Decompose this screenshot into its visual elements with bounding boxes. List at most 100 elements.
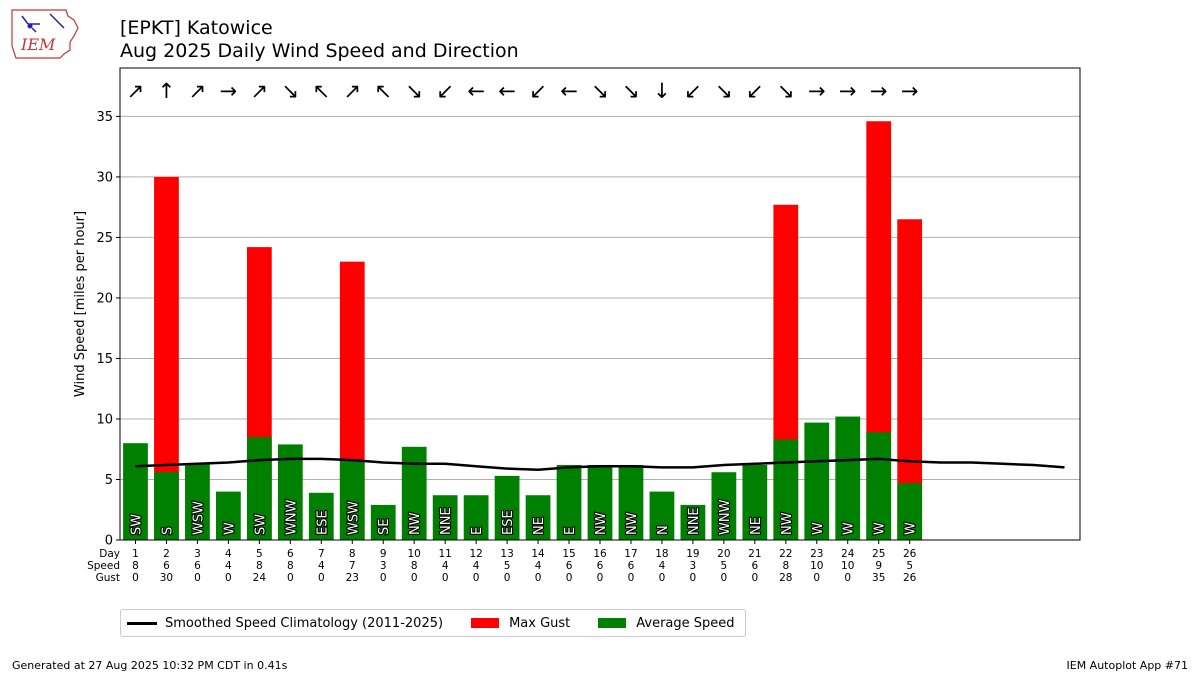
legend-label-average-speed: Average Speed [636,615,735,631]
x-tick-label-day: 20 [717,548,730,560]
direction-label: SE [377,519,392,535]
climatology-line [135,457,1065,472]
direction-label: WSW [191,501,206,535]
x-tick-label-gust: 0 [659,572,666,584]
x-tick-label-speed: 8 [411,560,418,572]
logo-text: IEM [20,35,56,54]
x-tick-label-day: 9 [380,548,387,560]
x-tick-label-speed: 4 [225,560,232,572]
x-tick-label-day: 7 [318,548,325,560]
weather-symbols-icon [21,13,65,33]
x-tick-label-speed: 4 [535,560,542,572]
direction-label: ESE [501,510,516,535]
direction-arrow: ↙ [529,79,547,103]
average-speed-bar [216,491,241,540]
direction-arrow: ↖ [374,79,392,103]
average-speed-bar [525,495,551,540]
direction-label: W [842,522,857,535]
average-speed-bar [370,504,396,540]
direction-arrow: → [808,79,826,103]
x-tick-label-day: 14 [531,548,545,560]
x-tick-label-day: 12 [469,548,482,560]
direction-arrow: ↖ [312,79,330,103]
x-tick-label-day: 18 [655,548,668,560]
x-tick-label-speed: 8 [782,560,789,572]
direction-arrow: ↘ [405,79,423,103]
x-tick-label-gust: 0 [442,572,449,584]
average-speed-bars [123,416,923,540]
x-tick-label-day: 6 [287,548,294,560]
direction-label: W [811,522,826,535]
x-tick-label-gust: 0 [132,572,139,584]
legend-swatch-climatology [127,621,157,625]
x-tick-label-day: 1 [132,548,139,560]
direction-arrow: ← [467,79,485,103]
direction-label: SW [129,514,144,535]
direction-arrow: ↘ [777,79,795,103]
x-tick-label-gust: 0 [813,572,820,584]
average-speed-bar [494,475,520,540]
direction-arrow: → [220,79,238,103]
x-tick-label-speed: 6 [751,560,758,572]
legend-label-max-gust: Max Gust [509,615,571,631]
x-tick-label-day: 21 [748,548,761,560]
x-tick-label-speed: 9 [875,560,882,572]
average-speed-bar [866,432,892,540]
direction-label: NW [408,512,423,535]
table-row-label: Speed [87,560,120,572]
x-tick-label-speed: 4 [442,560,449,572]
app-credit: IEM Autoplot App #71 [1066,659,1189,672]
direction-label: E [563,527,578,535]
direction-label: W [904,522,919,535]
table-row-label: Gust [96,572,120,584]
x-tick-label-speed: 6 [597,560,604,572]
x-tick-label-day: 11 [438,548,451,560]
direction-arrow: ↘ [715,79,733,103]
direction-label: NE [532,517,547,535]
x-tick-label-gust: 0 [535,572,542,584]
average-speed-bar [308,492,334,540]
average-speed-bar [185,463,210,540]
x-tick-label-day: 25 [872,548,885,560]
average-speed-bar [804,422,830,540]
x-tick-label-gust: 0 [751,572,758,584]
direction-label: NE [749,517,764,535]
direction-arrow: ↗ [189,79,207,103]
x-tick-label-speed: 6 [566,560,573,572]
average-speed-bar [246,437,272,540]
direction-label: NW [780,512,795,535]
x-tick-label-day: 17 [624,548,637,560]
direction-label: WNW [284,499,299,535]
y-tick-label: 15 [96,352,113,367]
x-tick-label-day: 5 [256,548,263,560]
y-tick-label: 10 [96,412,113,427]
legend-item-average-speed: Average Speed [598,615,735,631]
x-tick-label-day: 16 [593,548,607,560]
x-tick-label-day: 13 [500,548,513,560]
direction-label: NW [594,512,609,535]
x-tick-label-gust: 0 [721,572,728,584]
direction-arrow: → [839,79,857,103]
y-tick-label: 30 [96,170,113,185]
average-speed-bar [432,495,458,540]
x-tick-label-speed: 5 [906,560,913,572]
y-tick-label: 20 [96,291,113,306]
x-tick-label-gust: 0 [411,572,418,584]
generated-timestamp: Generated at 27 Aug 2025 10:32 PM CDT in… [12,659,288,672]
direction-arrow: ↗ [343,79,361,103]
legend-swatch-max-gust [471,618,500,628]
y-tick-label: 35 [96,110,113,125]
x-tick-label-gust: 0 [566,572,573,584]
direction-labels: SW S WSW W SW WNW ESE WSW SE NW NNE E ESE NE E NW NW N NNE… [128,498,919,536]
direction-label: NW [625,512,640,535]
x-axis-ticks: 1802630360440582468074087239301080114012… [132,540,917,584]
x-tick-label-speed: 3 [380,560,387,572]
y-tick-label: 5 [105,473,113,488]
direction-arrow: ← [560,79,578,103]
average-speed-bar [587,464,613,540]
x-tick-label-gust: 0 [225,572,232,584]
direction-arrow: ↗ [251,79,269,103]
x-tick-label-speed: 10 [810,560,823,572]
x-tick-label-gust: 0 [318,572,325,584]
chart-subtitle: Aug 2025 Daily Wind Speed and Direction [120,40,519,62]
